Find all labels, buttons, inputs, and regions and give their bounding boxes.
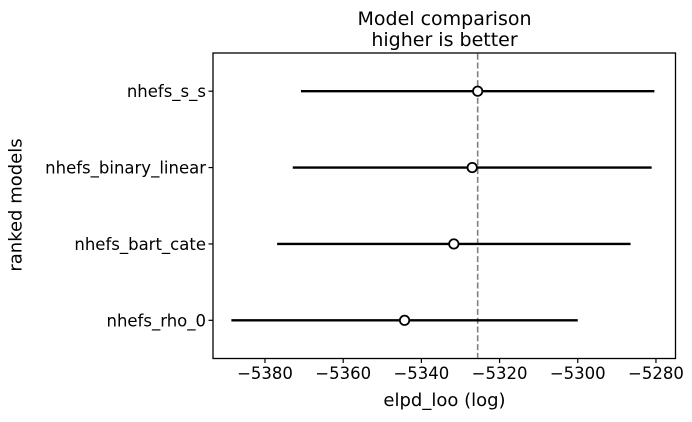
point-marker [472, 85, 484, 97]
chart-title-line1: Model comparison [357, 8, 532, 30]
point-marker [398, 314, 411, 326]
chart-title-line2: higher is better [371, 29, 518, 51]
x-tick-label: −5280 [628, 364, 684, 383]
y-tick-label-model-name: nhefs_s_s [127, 82, 206, 102]
x-tick-label: −5380 [237, 364, 293, 383]
chart-title: Model comparison higher is better [213, 9, 676, 51]
x-tick-label: −5320 [472, 364, 528, 383]
y-tick-label-model-name: nhefs_bart_cate [74, 235, 206, 255]
point-marker [448, 238, 460, 250]
x-tick-label: −5340 [393, 364, 449, 383]
point-marker [466, 161, 478, 174]
x-axis-label: elpd_loo (log) [383, 390, 506, 411]
y-tick-label-model-name: nhefs_binary_linear [45, 159, 206, 179]
y-tick-label-model-name: nhefs_rho_0 [106, 311, 206, 331]
x-tick-label: −5360 [315, 364, 371, 383]
axes-frame [212, 52, 677, 360]
x-tick-label: −5300 [550, 364, 606, 383]
